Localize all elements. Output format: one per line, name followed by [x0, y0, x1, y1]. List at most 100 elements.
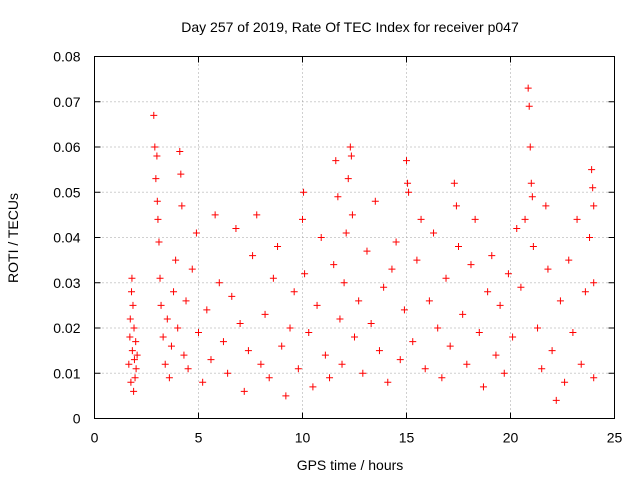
- data-point: [590, 202, 598, 210]
- data-point: [130, 356, 138, 364]
- data-point: [338, 360, 346, 368]
- data-point: [404, 179, 412, 187]
- data-point: [184, 365, 192, 373]
- data-point: [165, 374, 173, 382]
- data-point: [517, 283, 525, 291]
- data-point: [176, 148, 184, 156]
- data-point: [211, 211, 219, 219]
- data-point: [153, 152, 161, 160]
- data-point: [355, 297, 363, 305]
- data-point: [467, 261, 475, 269]
- y-tick-label: 0.01: [53, 365, 80, 381]
- data-point: [548, 347, 556, 355]
- data-point: [434, 324, 442, 332]
- data-point: [330, 261, 338, 269]
- data-point: [526, 143, 534, 151]
- data-point: [590, 279, 598, 287]
- data-point: [524, 84, 532, 92]
- data-point: [488, 252, 496, 260]
- data-point: [240, 387, 248, 395]
- data-point: [126, 315, 134, 323]
- y-tick-label: 0.07: [53, 94, 80, 110]
- data-point: [409, 338, 417, 346]
- x-tick-labels: 0 5 10 15 20 25: [91, 430, 623, 446]
- data-point: [552, 396, 560, 404]
- data-point: [265, 374, 273, 382]
- data-point: [178, 202, 186, 210]
- data-point: [203, 306, 211, 314]
- data-point: [157, 301, 165, 309]
- data-point: [269, 274, 277, 282]
- data-point: [163, 315, 171, 323]
- data-point: [367, 319, 375, 327]
- x-tick-label: 0: [91, 430, 99, 446]
- data-point: [126, 333, 134, 341]
- data-point: [525, 102, 533, 110]
- data-point: [344, 175, 352, 183]
- y-tick-label: 0.05: [53, 184, 80, 200]
- data-point: [336, 315, 344, 323]
- data-point: [348, 211, 356, 219]
- data-point: [278, 342, 286, 350]
- data-point: [127, 378, 135, 386]
- data-point: [509, 333, 517, 341]
- data-point: [452, 202, 460, 210]
- data-point: [207, 356, 215, 364]
- data-point: [152, 175, 160, 183]
- y-tick-label: 0: [73, 411, 81, 427]
- data-point: [417, 215, 425, 223]
- data-point: [150, 111, 158, 119]
- data-point: [534, 324, 542, 332]
- data-point: [249, 252, 257, 260]
- data-point: [174, 324, 182, 332]
- data-point: [513, 224, 521, 232]
- data-point: [455, 243, 462, 251]
- data-point: [286, 324, 294, 332]
- data-point: [130, 324, 138, 332]
- data-point: [282, 392, 290, 400]
- data-point: [438, 374, 446, 382]
- data-point: [153, 197, 161, 205]
- data-point: [346, 143, 354, 151]
- data-point: [128, 288, 136, 296]
- data-point: [180, 351, 188, 359]
- data-point: [479, 383, 487, 391]
- data-point: [224, 369, 232, 377]
- data-point: [577, 360, 585, 368]
- data-point: [154, 215, 162, 223]
- data-point: [232, 224, 240, 232]
- data-point: [589, 184, 597, 192]
- data-point: [573, 215, 581, 223]
- data-point: [347, 152, 355, 160]
- x-tick-label: 20: [503, 430, 519, 446]
- data-point: [228, 292, 236, 300]
- y-tick-label: 0.08: [53, 49, 80, 65]
- data-point: [309, 383, 317, 391]
- data-point: [219, 338, 227, 346]
- data-point: [131, 374, 139, 382]
- chart-title: Day 257 of 2019, Rate Of TEC Index for r…: [181, 19, 519, 35]
- data-point: [294, 365, 302, 373]
- data-point: [321, 351, 329, 359]
- data-point: [544, 265, 552, 273]
- data-point: [528, 193, 536, 201]
- data-point: [132, 365, 140, 373]
- data-point: [340, 279, 348, 287]
- data-point: [326, 374, 334, 382]
- data-point: [132, 338, 140, 346]
- data-point: [313, 301, 321, 309]
- data-point: [261, 310, 269, 318]
- data-point: [569, 329, 577, 337]
- x-axis-label: GPS time / hours: [297, 457, 404, 473]
- data-point: [300, 188, 308, 196]
- data-point: [236, 319, 244, 327]
- data-point: [129, 301, 137, 309]
- data-point: [375, 347, 383, 355]
- data-point: [403, 157, 410, 165]
- data-point: [496, 301, 504, 309]
- y-axis-label: ROTI / TECUs: [5, 193, 21, 283]
- data-point: [161, 360, 169, 368]
- data-point: [542, 202, 550, 210]
- data-point: [257, 360, 265, 368]
- data-points: [125, 84, 598, 404]
